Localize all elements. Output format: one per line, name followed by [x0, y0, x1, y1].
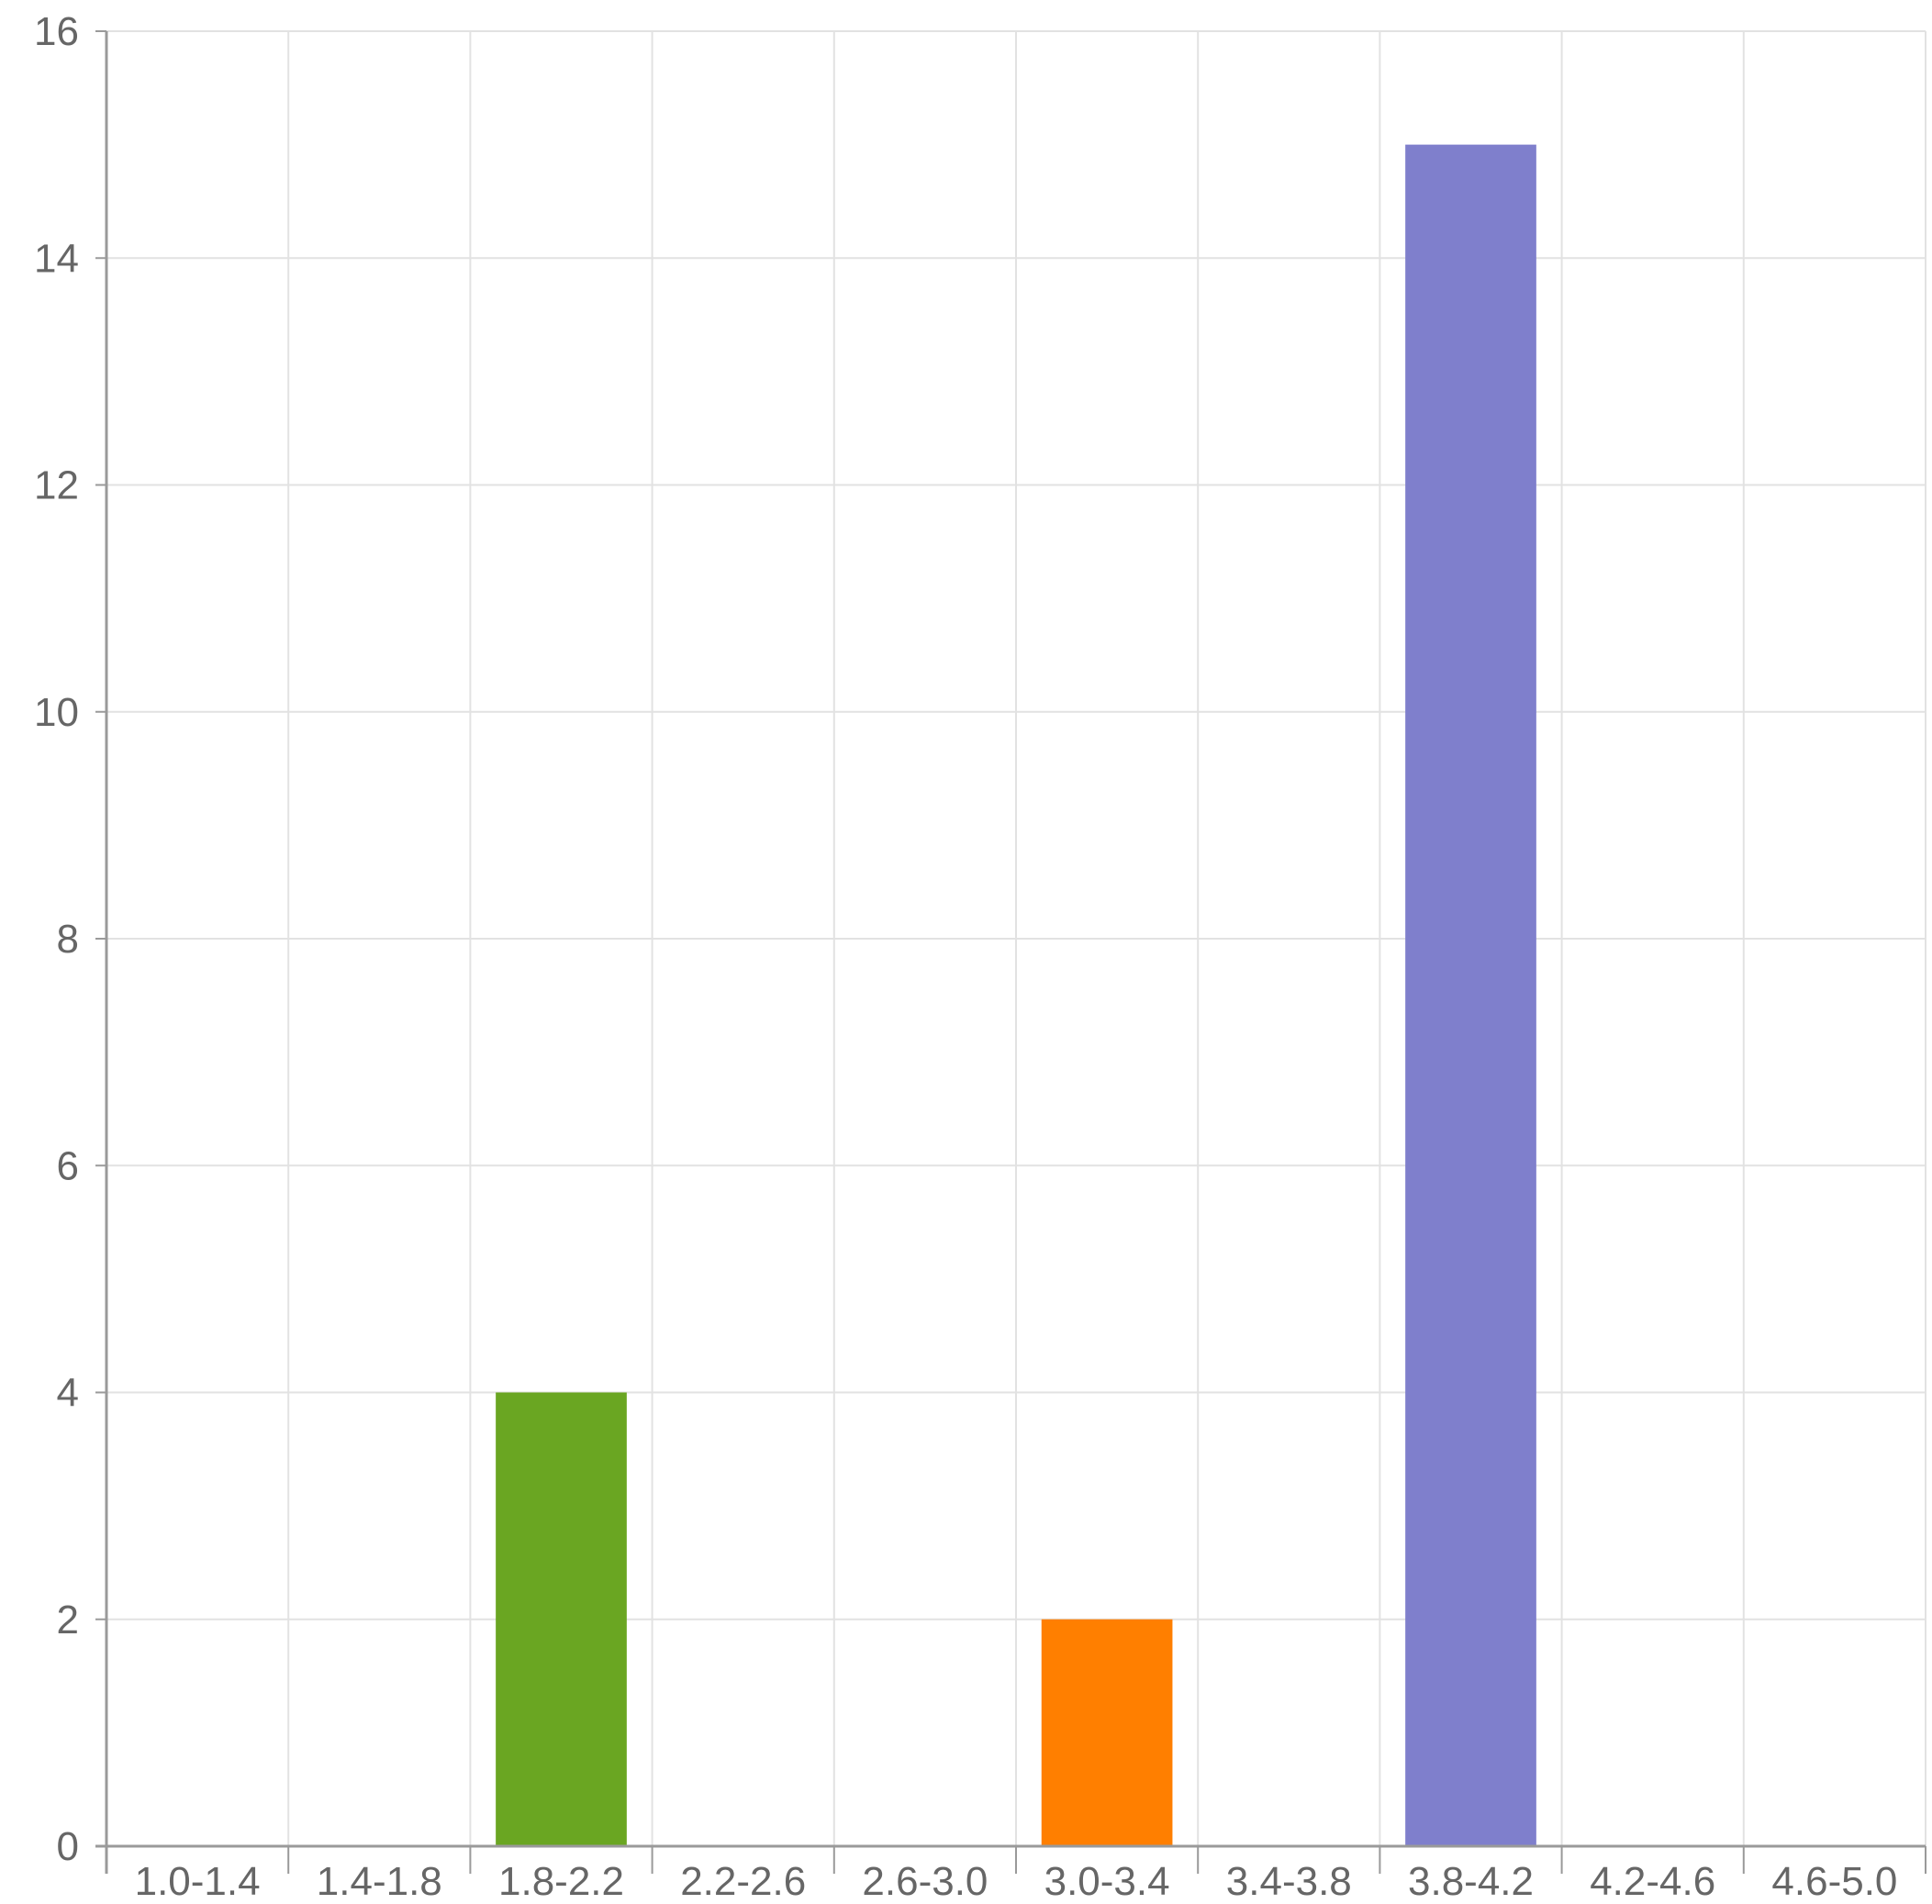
y-tick-label: 8 [57, 917, 79, 962]
x-tick-label: 3.4-3.8 [1226, 1859, 1352, 1904]
x-tick-label: 4.2-4.6 [1590, 1859, 1715, 1904]
x-tick-label: 1.8-2.2 [498, 1859, 624, 1904]
x-tick-label: 1.4-1.8 [317, 1859, 442, 1904]
bar-3.8-4.2 [1405, 144, 1536, 1846]
x-tick-label: 3.0-3.4 [1044, 1859, 1170, 1904]
y-axis-tick-labels: 0 2 4 6 8 10 12 14 16 [34, 9, 79, 1869]
bar-1.8-2.2 [496, 1392, 627, 1846]
x-tick-label: 1.0-1.4 [135, 1859, 261, 1904]
bars-layer [496, 144, 1536, 1846]
y-tick-label: 0 [57, 1824, 79, 1869]
x-axis-tick-labels: 1.0-1.4 1.4-1.8 1.8-2.2 2.2-2.6 2.6-3.0 3.0-3… [135, 1859, 1898, 1904]
y-tick-label: 12 [34, 463, 79, 508]
y-tick-label: 14 [34, 236, 79, 281]
y-tick-label: 10 [34, 690, 79, 735]
bar-3.0-3.4 [1041, 1619, 1173, 1846]
x-tick-label: 3.8-4.2 [1408, 1859, 1534, 1904]
x-tick-label: 2.6-3.0 [862, 1859, 988, 1904]
axis-layer [95, 30, 1926, 1874]
y-tick-label: 2 [57, 1598, 79, 1642]
x-tick-label: 4.6-5.0 [1771, 1859, 1897, 1904]
y-tick-label: 16 [34, 9, 79, 54]
x-tick-label: 2.2-2.6 [680, 1859, 806, 1904]
y-tick-label: 6 [57, 1143, 79, 1188]
y-tick-label: 4 [57, 1371, 79, 1416]
grid-layer [106, 30, 1926, 1846]
